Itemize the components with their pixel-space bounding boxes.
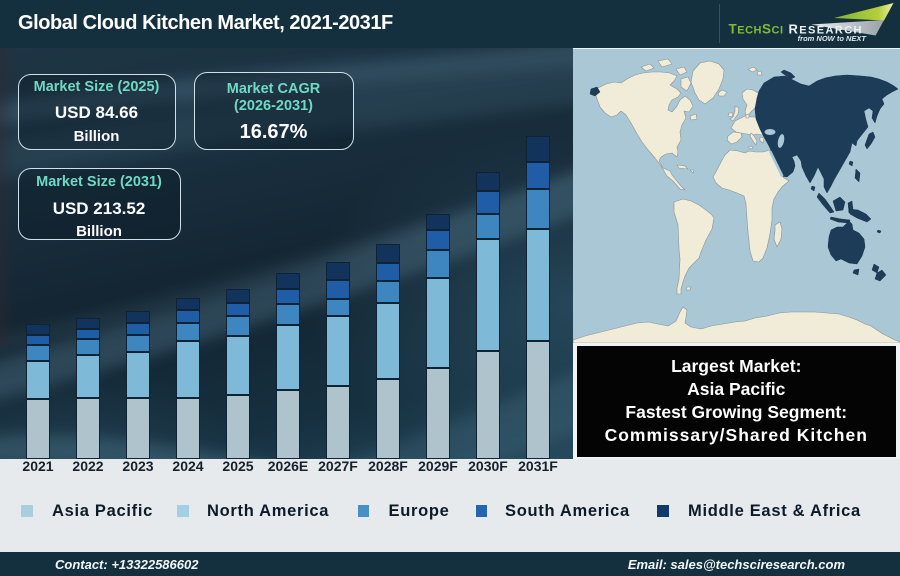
svg-text:from NOW to NEXT: from NOW to NEXT: [798, 34, 868, 43]
svg-text:RESEARCH: RESEARCH: [789, 22, 863, 37]
svg-text:TECHSCI: TECHSCI: [729, 22, 784, 37]
